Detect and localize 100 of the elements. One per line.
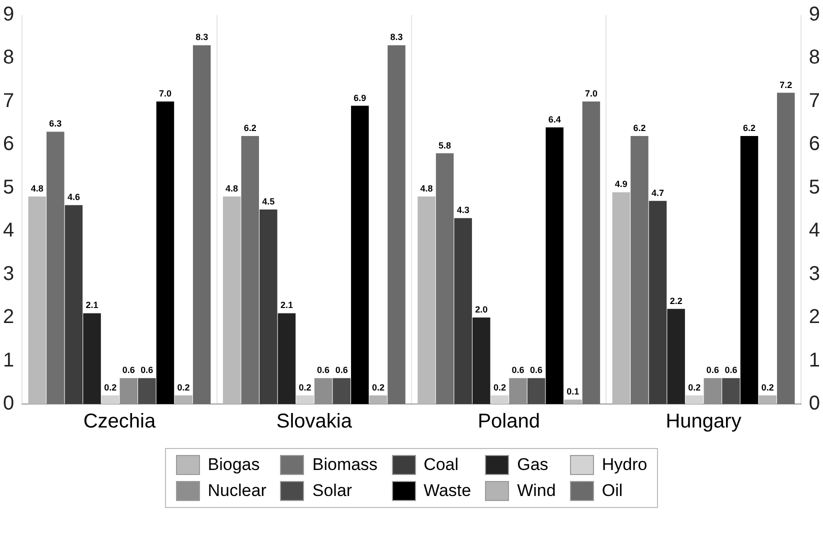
data-label: 4.8 bbox=[226, 184, 238, 194]
data-label: 2.1 bbox=[86, 300, 98, 310]
bar bbox=[564, 400, 582, 404]
bar bbox=[46, 132, 64, 404]
bar bbox=[418, 196, 436, 404]
data-label: 5.8 bbox=[438, 140, 452, 150]
y-tick-label: 6 bbox=[3, 133, 14, 156]
legend-label: Nuclear bbox=[208, 481, 266, 501]
y-tick-label: 9 bbox=[3, 4, 14, 26]
bar bbox=[192, 45, 211, 404]
data-label: 0.6 bbox=[530, 365, 543, 376]
y2-tick-label: 4 bbox=[808, 220, 820, 242]
data-label: 0.6 bbox=[335, 365, 348, 376]
legend-label: Waste bbox=[424, 481, 472, 501]
data-label: 6.2 bbox=[633, 123, 646, 134]
data-label: 0.2 bbox=[493, 382, 506, 392]
y2-tick-label: 5 bbox=[808, 176, 820, 198]
bar bbox=[101, 395, 120, 404]
data-label: 7.0 bbox=[584, 88, 598, 98]
data-label: 6.4 bbox=[548, 114, 561, 124]
bar bbox=[138, 378, 156, 404]
data-label: 0.2 bbox=[761, 382, 774, 392]
y2-tick-label: 6 bbox=[808, 133, 820, 156]
bar bbox=[648, 200, 667, 404]
legend-label: Gas bbox=[517, 455, 548, 475]
legend-label: Coal bbox=[424, 455, 459, 475]
x-tick-label: Czechia bbox=[83, 410, 156, 433]
bar bbox=[241, 136, 259, 404]
bar bbox=[351, 106, 369, 404]
y-tick-label: 2 bbox=[3, 306, 14, 328]
y2-tick-label: 8 bbox=[808, 46, 820, 69]
data-label: 8.3 bbox=[390, 32, 403, 42]
legend-label: Biomass bbox=[312, 455, 378, 475]
bar bbox=[174, 395, 192, 404]
y2-tick-label: 3 bbox=[808, 262, 820, 285]
data-label: 6.9 bbox=[354, 92, 366, 103]
y-tick-label: 4 bbox=[3, 220, 14, 242]
data-label: 0.6 bbox=[706, 365, 719, 376]
y2-tick-label: 0 bbox=[808, 392, 820, 415]
data-label: 4.9 bbox=[614, 179, 628, 190]
bar bbox=[667, 308, 685, 404]
bar bbox=[64, 205, 83, 404]
x-tick-label: Poland bbox=[478, 410, 540, 433]
bar bbox=[546, 127, 564, 404]
bar bbox=[332, 378, 350, 404]
y-tick-label: 7 bbox=[3, 90, 14, 112]
bar bbox=[28, 196, 46, 404]
y-tick-label: 1 bbox=[3, 349, 14, 372]
bar bbox=[222, 196, 241, 404]
data-label: 4.5 bbox=[262, 196, 275, 206]
legend-label: Hydro bbox=[602, 455, 648, 475]
data-label: 0.2 bbox=[177, 382, 190, 392]
data-label: 8.3 bbox=[196, 32, 208, 42]
data-label: 6.3 bbox=[49, 118, 62, 129]
bar bbox=[83, 313, 101, 404]
y2-tick-label: 7 bbox=[808, 90, 820, 112]
data-label: 0.6 bbox=[512, 365, 524, 376]
data-label: 4.7 bbox=[652, 188, 664, 198]
data-label: 4.3 bbox=[456, 205, 470, 216]
data-label: 2.1 bbox=[280, 300, 293, 310]
data-label: 7.0 bbox=[158, 88, 172, 98]
data-label: 0.2 bbox=[688, 382, 701, 392]
bar bbox=[260, 210, 278, 404]
y2-tick-label: 2 bbox=[808, 306, 820, 328]
data-label: 7.2 bbox=[780, 80, 792, 90]
legend-label: Wind bbox=[517, 481, 556, 501]
data-label: 2.0 bbox=[475, 304, 488, 315]
bar bbox=[582, 101, 600, 404]
y-tick-label: 0 bbox=[3, 392, 14, 415]
data-label: 0.1 bbox=[566, 386, 580, 397]
bar bbox=[436, 153, 454, 404]
data-label: 0.6 bbox=[122, 365, 135, 376]
data-label: 6.2 bbox=[244, 123, 256, 134]
y-tick-label: 5 bbox=[3, 176, 14, 198]
data-label: 4.8 bbox=[420, 184, 433, 194]
legend-label: Oil bbox=[602, 481, 623, 501]
bar bbox=[369, 395, 388, 404]
x-tick-label: Slovakia bbox=[276, 410, 353, 433]
data-label: 0.2 bbox=[104, 382, 117, 392]
bar bbox=[388, 45, 406, 404]
bar bbox=[686, 395, 704, 404]
data-label: 0.6 bbox=[140, 365, 154, 376]
legend-label: Solar bbox=[312, 481, 352, 501]
data-label: 0.2 bbox=[298, 382, 312, 392]
y-tick-label: 8 bbox=[3, 46, 14, 69]
data-label: 0.6 bbox=[724, 365, 738, 376]
y2-tick-label: 9 bbox=[808, 4, 820, 26]
bar bbox=[758, 395, 776, 404]
bar bbox=[777, 92, 795, 404]
data-label: 4.8 bbox=[30, 184, 44, 194]
y2-tick-label: 1 bbox=[808, 349, 820, 372]
bar bbox=[472, 318, 490, 404]
x-tick-label: Hungary bbox=[666, 410, 742, 433]
bar bbox=[612, 192, 630, 404]
bar bbox=[278, 313, 296, 404]
bar bbox=[740, 136, 758, 404]
bar bbox=[454, 218, 472, 404]
data-label: 0.6 bbox=[317, 365, 330, 376]
y-tick-label: 3 bbox=[3, 262, 14, 285]
bar bbox=[490, 395, 509, 404]
